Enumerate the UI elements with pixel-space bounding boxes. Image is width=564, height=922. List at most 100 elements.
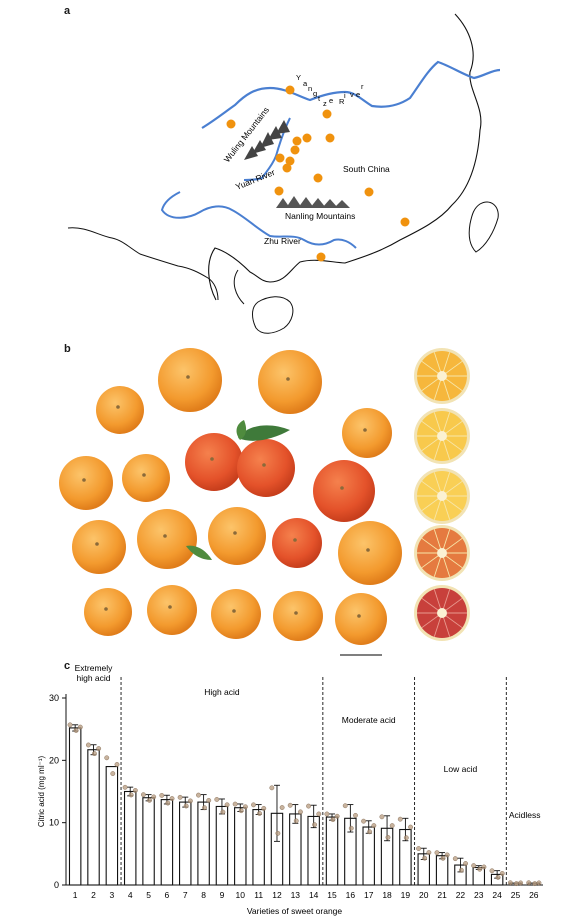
- replicate-point: [110, 771, 116, 776]
- bar: [87, 749, 100, 886]
- sample-dot: [316, 252, 326, 262]
- sample-dot: [302, 133, 312, 143]
- leaf-icon: [236, 420, 247, 440]
- y-tick-label: 0: [54, 880, 59, 890]
- yangtze-letter: g: [313, 89, 317, 98]
- orange-fruit: [72, 520, 126, 574]
- replicate-point: [224, 802, 230, 808]
- replicate-point: [159, 793, 165, 798]
- orange-stem-dot: [168, 605, 172, 609]
- replicate-point: [416, 846, 422, 851]
- x-tick-label: 24: [492, 890, 502, 900]
- yangtze-letter: R: [339, 97, 345, 106]
- sample-dot: [322, 109, 332, 119]
- leaf-icon: [186, 545, 212, 560]
- x-tick-label: 11: [254, 890, 263, 900]
- x-tick-label: 20: [419, 890, 429, 900]
- orange-fruit: [338, 521, 402, 585]
- replicate-point: [177, 794, 183, 800]
- bar: [105, 766, 119, 886]
- yuan-river: [243, 117, 291, 181]
- replicate-point: [232, 801, 238, 807]
- replicate-point: [334, 813, 340, 819]
- x-tick-label: 2: [91, 890, 96, 900]
- orange-fruit: [272, 518, 322, 568]
- x-tick-label: 17: [364, 890, 374, 900]
- wuling-mountain-icon: [244, 120, 290, 160]
- replicate-point: [434, 850, 440, 856]
- hainan-island: [252, 296, 294, 334]
- replicate-point: [518, 880, 524, 886]
- replicate-point: [104, 755, 110, 761]
- replicate-point: [261, 805, 267, 811]
- replicate-point: [353, 812, 358, 818]
- sample-dot: [290, 145, 300, 155]
- replicate-point: [536, 880, 542, 886]
- x-tick-label: 25: [511, 890, 521, 900]
- slice-core: [437, 491, 447, 501]
- orange-stem-dot: [293, 538, 297, 542]
- sample-dot: [274, 186, 284, 196]
- panel-label-c: c: [64, 660, 71, 672]
- sample-dot: [226, 119, 236, 129]
- sample-dot: [325, 133, 335, 143]
- replicate-point: [114, 762, 120, 767]
- replicate-point: [312, 822, 317, 828]
- group-label: Low acid: [444, 764, 478, 774]
- orange-fruit: [313, 460, 375, 522]
- replicate-point: [287, 802, 293, 808]
- replicate-point: [306, 803, 311, 809]
- replicate-point: [293, 818, 299, 824]
- yangtze-letter: t: [318, 94, 321, 103]
- replicate-point: [257, 811, 262, 816]
- replicate-point: [238, 808, 244, 814]
- bar: [68, 727, 82, 886]
- replicate-point: [275, 830, 281, 836]
- orange-stem-dot: [357, 614, 361, 618]
- replicate-point: [532, 881, 538, 887]
- replicate-point: [440, 855, 446, 861]
- yangtze-letter: e: [356, 90, 360, 99]
- replicate-point: [348, 825, 354, 831]
- x-tick-label: 15: [327, 890, 337, 900]
- orange-fruit: [96, 386, 144, 434]
- x-tick-label: 3: [109, 890, 114, 900]
- replicate-point: [426, 850, 432, 855]
- replicate-point: [499, 871, 505, 876]
- yangtze-letter: a: [303, 79, 308, 88]
- x-tick-label: 14: [309, 890, 319, 900]
- replicate-point: [513, 881, 519, 887]
- orange-stem-dot: [116, 405, 120, 409]
- y-tick-label: 30: [49, 693, 59, 703]
- yangtze-letter: z: [323, 99, 327, 108]
- x-tick-label: 16: [346, 890, 356, 900]
- replicate-point: [92, 751, 97, 757]
- orange-cross-sections: [414, 348, 470, 641]
- orange-fruit: [147, 585, 197, 635]
- bar: [123, 790, 137, 886]
- orange-stem-dot: [186, 375, 190, 379]
- sample-dot: [292, 136, 302, 146]
- orange-stem-dot: [366, 548, 370, 552]
- replicate-point: [526, 880, 532, 886]
- sample-dot: [313, 173, 323, 183]
- region-label: South China: [343, 164, 390, 174]
- replicate-point: [324, 811, 330, 817]
- group-label: High acid: [204, 687, 240, 697]
- replicate-point: [67, 722, 73, 728]
- replicate-point: [202, 805, 207, 811]
- group-label: Extremely: [75, 663, 114, 673]
- wuling-mountains-label: Wuling Mountains: [222, 105, 271, 164]
- slice-core: [437, 548, 447, 558]
- yangtze-letter: i: [344, 91, 346, 100]
- y-tick-label: 20: [49, 755, 59, 765]
- slice-core: [437, 431, 447, 441]
- slice-core: [437, 608, 447, 618]
- slice-core: [437, 371, 447, 381]
- x-tick-label: 5: [146, 890, 151, 900]
- replicate-point: [279, 805, 285, 810]
- replicate-point: [316, 811, 322, 817]
- orange-stem-dot: [142, 473, 146, 477]
- replicate-point: [463, 861, 468, 866]
- replicate-point: [73, 728, 79, 733]
